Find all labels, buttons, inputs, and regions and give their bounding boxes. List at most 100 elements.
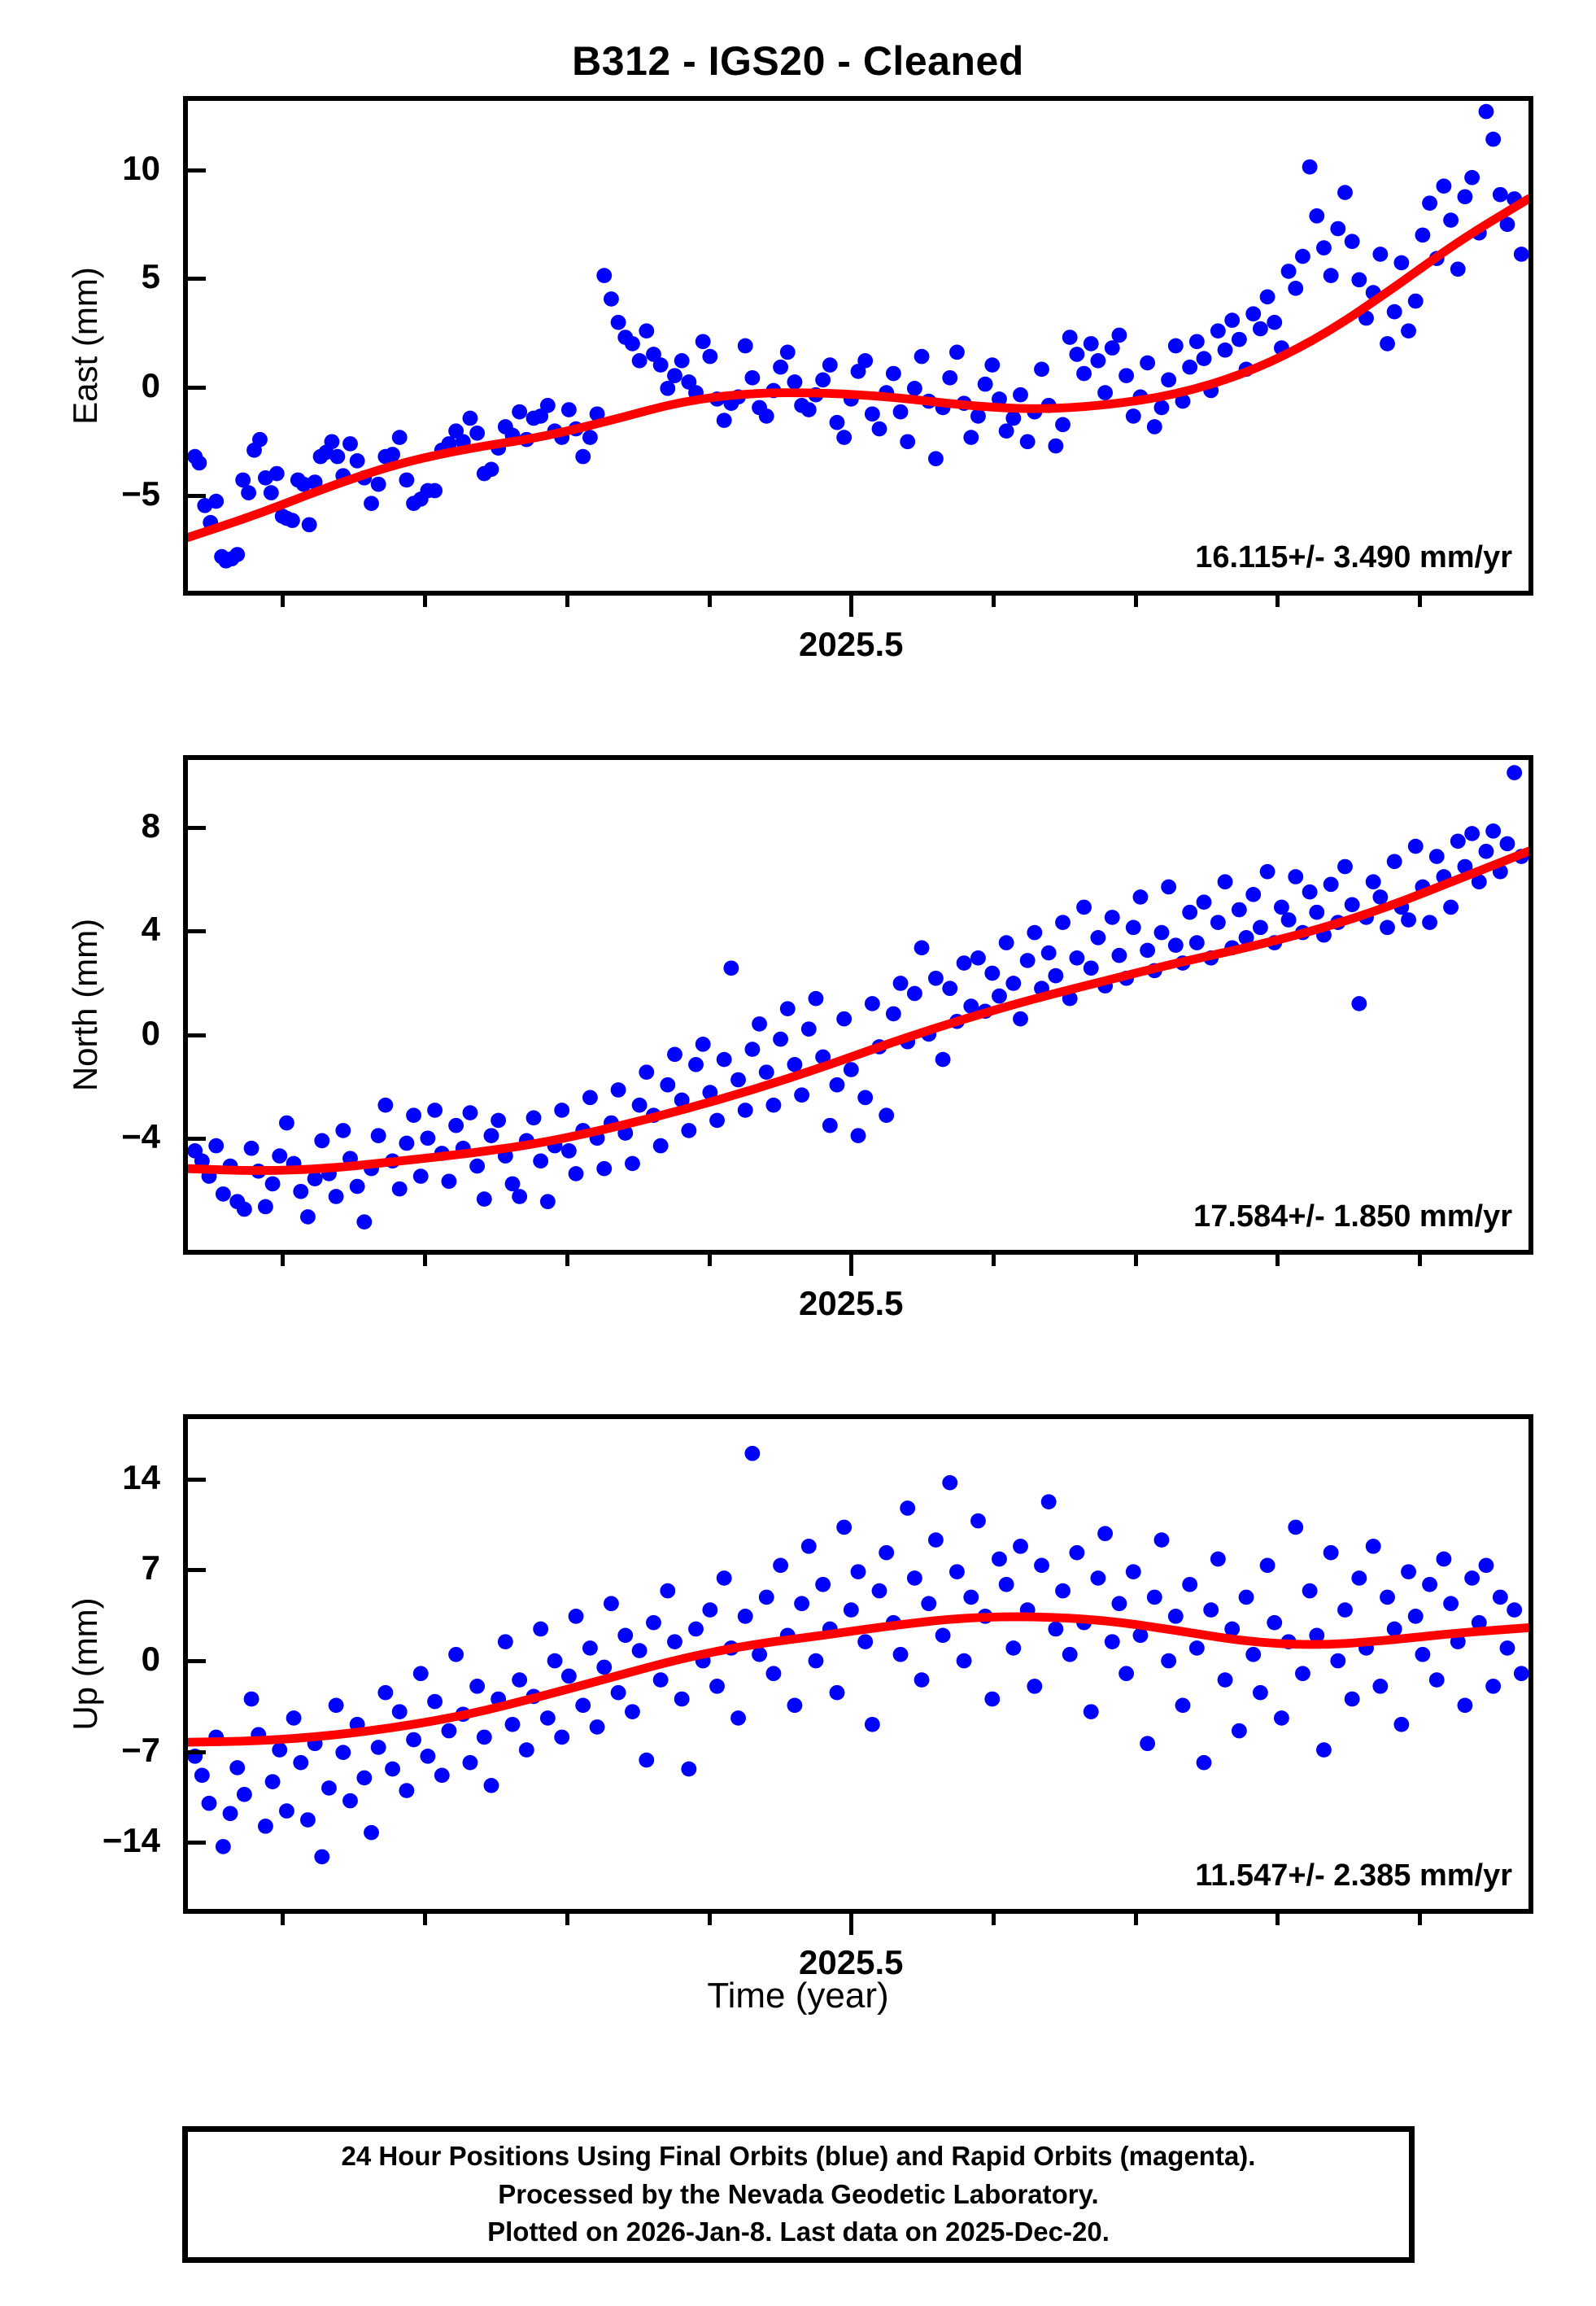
y-tick-label: 14 (122, 1457, 160, 1496)
data-point (1196, 894, 1212, 910)
data-point (787, 374, 803, 390)
rate-annotation-east: 16.115+/- 3.490 mm/yr (1195, 540, 1512, 574)
data-point (716, 413, 732, 428)
data-point (301, 517, 317, 533)
data-point (1111, 947, 1127, 963)
data-point (765, 1097, 782, 1113)
x-tick-mark-major (849, 596, 854, 617)
data-point (1415, 1646, 1431, 1662)
x-tick-label: 2025.5 (799, 1943, 904, 1981)
data-point (1337, 1602, 1353, 1618)
data-point (399, 1135, 415, 1151)
data-point (1062, 330, 1078, 345)
data-point (1513, 247, 1528, 262)
data-point (815, 1049, 831, 1065)
data-point (730, 1710, 746, 1726)
data-point (1076, 365, 1092, 382)
data-point (568, 1609, 584, 1624)
data-point (1295, 1666, 1310, 1682)
data-point (1280, 912, 1297, 928)
data-point (385, 1761, 400, 1777)
data-point (1083, 1704, 1099, 1719)
data-point (1428, 849, 1445, 864)
data-point (364, 496, 379, 512)
data-point (1401, 1564, 1416, 1579)
data-point (279, 1115, 294, 1131)
data-point (1076, 899, 1092, 915)
footer-line-2: Processed by the Nevada Geodetic Laborat… (498, 2178, 1099, 2209)
data-point (1443, 212, 1459, 228)
data-point (1464, 826, 1480, 841)
data-point (1111, 1596, 1127, 1612)
data-point (568, 1166, 584, 1181)
data-point (1344, 897, 1360, 913)
data-point (610, 1082, 626, 1098)
x-tick-mark-minor (423, 1255, 428, 1266)
data-point (800, 1021, 817, 1037)
data-point (462, 410, 478, 426)
data-point (1013, 387, 1028, 403)
plot-frame-up (183, 1414, 1533, 1914)
data-point (1188, 1640, 1205, 1656)
data-point (589, 1719, 605, 1735)
data-point (984, 1691, 1001, 1707)
data-point (773, 1557, 789, 1574)
data-point (272, 1148, 288, 1164)
data-point (328, 1697, 344, 1714)
data-point (702, 1085, 718, 1100)
x-tick-mark-minor (565, 1255, 569, 1266)
data-point (744, 1042, 761, 1057)
data-point (709, 1679, 725, 1694)
data-point (427, 1693, 443, 1710)
data-point (864, 996, 880, 1011)
data-point (229, 547, 246, 562)
data-point (625, 336, 640, 352)
page-title: B312 - IGS20 - Cleaned (572, 38, 1024, 84)
y-tick-mark (188, 1841, 206, 1845)
data-point (892, 976, 909, 991)
y-axis-title-east: East (mm) (66, 267, 104, 425)
x-tick-mark-major (849, 1255, 854, 1276)
data-point (1499, 1640, 1515, 1656)
data-point (1069, 950, 1085, 966)
data-point (257, 1199, 273, 1215)
data-point (1048, 967, 1064, 984)
data-point (998, 423, 1014, 439)
data-point (688, 1056, 704, 1072)
data-point (688, 1621, 704, 1637)
data-point (992, 391, 1007, 407)
data-point (1005, 1640, 1022, 1656)
data-point (992, 988, 1007, 1004)
data-point (1252, 919, 1268, 936)
data-point (491, 1112, 507, 1129)
data-point (836, 430, 853, 445)
data-point (674, 1092, 690, 1108)
data-point (1224, 1621, 1241, 1637)
data-point (1210, 915, 1226, 930)
plot-frame-north (183, 755, 1533, 1255)
data-point (1146, 1589, 1162, 1605)
data-point (906, 381, 922, 396)
data-point (596, 1160, 613, 1177)
data-point (1422, 195, 1437, 211)
data-point (1316, 240, 1332, 255)
y-tick-mark (188, 1033, 206, 1037)
rate-annotation-up: 11.547+/- 2.385 mm/yr (1195, 1858, 1512, 1893)
data-point (300, 1209, 316, 1225)
data-point (1337, 185, 1353, 200)
data-point (709, 1112, 725, 1129)
data-point (1443, 899, 1459, 915)
data-point (575, 448, 591, 465)
x-tick-mark-minor (1133, 1255, 1138, 1266)
data-point (1309, 1627, 1325, 1644)
data-point (264, 1774, 281, 1789)
data-point (773, 359, 789, 375)
data-point (560, 1143, 577, 1159)
data-point (1330, 1653, 1346, 1669)
data-point (201, 1795, 217, 1811)
x-tick-mark-minor (707, 1914, 712, 1925)
data-point (1019, 434, 1036, 450)
data-point (243, 1691, 259, 1707)
data-point (448, 1646, 464, 1662)
data-point (406, 1732, 421, 1748)
